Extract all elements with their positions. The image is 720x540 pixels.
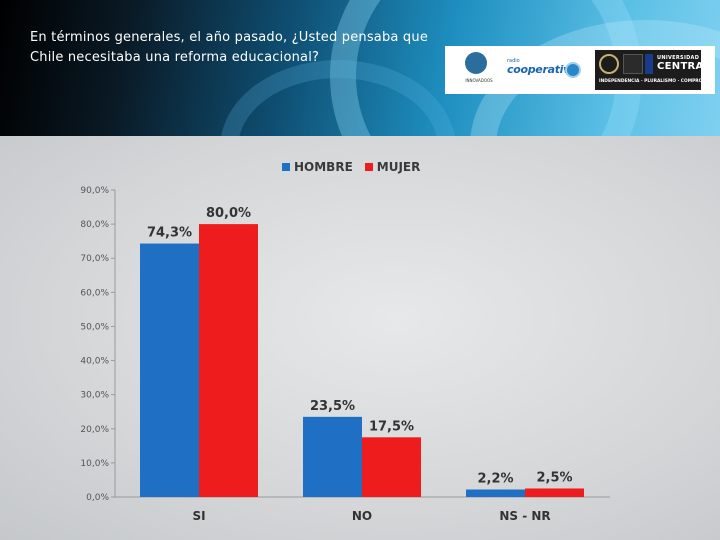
chart-legend: HOMBRE MUJER: [282, 160, 432, 174]
uc-motto: INDEPENDENCIA · PLURALISMO · COMPROMISO: [599, 79, 716, 84]
legend-label-mujer: MUJER: [376, 160, 421, 174]
legend-item-mujer: MUJER: [364, 160, 421, 174]
legend-swatch-mujer: [364, 163, 373, 171]
emblem-icon: [623, 54, 643, 74]
bar-mujer-1: [362, 437, 421, 497]
cooperativa-text: cooperativa: [507, 63, 578, 76]
legend-swatch-hombre: [282, 163, 290, 171]
data-label: 74,3%: [147, 226, 192, 241]
data-label: 2,2%: [477, 471, 513, 486]
category-label: NO: [352, 509, 372, 523]
bar-hombre-2: [466, 489, 525, 497]
legend-label-hombre: HOMBRE: [294, 160, 353, 174]
y-tick-label: 10,0%: [80, 459, 109, 469]
seal-icon: [599, 54, 619, 74]
cooperativa-small-text: radio: [507, 58, 520, 64]
data-label: 17,5%: [369, 419, 414, 434]
bar-mujer-2: [525, 488, 584, 497]
y-tick-label: 80,0%: [80, 220, 109, 230]
logos-strip: INNOVADOOS radio cooperativa UNIVERSIDAD…: [445, 46, 715, 94]
y-tick-label: 70,0%: [80, 254, 109, 264]
bar-mujer-0: [199, 224, 258, 497]
y-tick-label: 90,0%: [80, 186, 109, 196]
cooperativa-logo: radio cooperativa: [505, 58, 585, 82]
uc-line1: UNIVERSIDAD: [657, 55, 700, 61]
y-tick-label: 40,0%: [80, 357, 109, 367]
y-tick-label: 0,0%: [86, 493, 109, 503]
globe-icon: [465, 52, 487, 74]
data-label: 2,5%: [536, 470, 572, 485]
data-label: 80,0%: [206, 206, 251, 221]
innovadoos-label: INNOVADOOS: [465, 78, 493, 83]
y-tick-label: 50,0%: [80, 322, 109, 332]
y-tick-label: 30,0%: [80, 391, 109, 401]
blue-emblem-icon: [645, 54, 653, 74]
category-label: SI: [192, 509, 205, 523]
category-label: NS - NR: [499, 509, 550, 523]
cooperativa-icon: [565, 62, 581, 78]
legend-item-hombre: HOMBRE: [282, 160, 353, 174]
y-tick-label: 20,0%: [80, 425, 109, 435]
data-label: 23,5%: [310, 399, 355, 414]
bar-hombre-1: [303, 416, 362, 497]
universidad-central-logo: UNIVERSIDAD CENTRAL INDEPENDENCIA · PLUR…: [595, 50, 715, 90]
uc-line2: CENTRAL: [657, 61, 711, 72]
bar-hombre-0: [140, 243, 199, 497]
y-tick-label: 60,0%: [80, 288, 109, 298]
header-banner: En términos generales, el año pasado, ¿U…: [0, 0, 720, 136]
innovadoos-logo: INNOVADOOS: [459, 52, 495, 88]
slide-title: En términos generales, el año pasado, ¿U…: [30, 30, 429, 65]
